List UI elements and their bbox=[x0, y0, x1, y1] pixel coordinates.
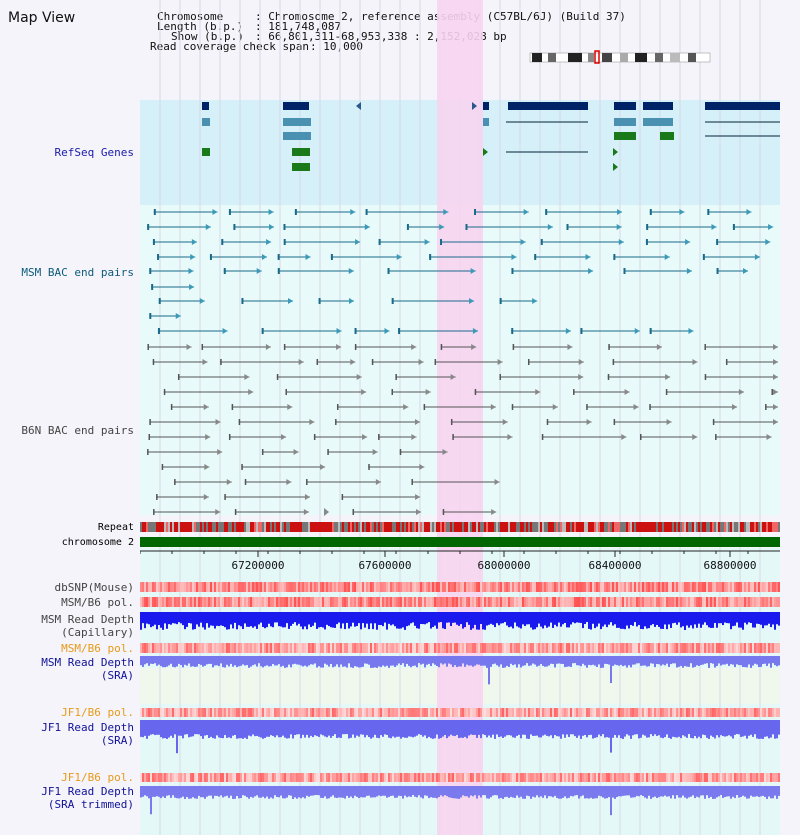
selection-highlight bbox=[437, 0, 483, 835]
msm-depth-capillary-label[interactable]: MSM Read Depth (Capillary) bbox=[41, 613, 134, 639]
genome-map-canvas[interactable]: 67200000 67600000 68000000 68400000 68800000 bbox=[140, 0, 800, 835]
jf1-depth-trimmed-label[interactable]: JF1 Read Depth (SRA trimmed) bbox=[41, 785, 134, 811]
grid-lines bbox=[159, 0, 761, 835]
chromosome-info-label: Chromosome bbox=[157, 10, 224, 23]
length-info-label: Length (b.p.) bbox=[157, 20, 244, 33]
repeat-track bbox=[140, 522, 780, 532]
jf1-b6-pol2-label[interactable]: JF1/B6 pol. bbox=[61, 771, 134, 784]
b6n-bac-features bbox=[147, 344, 778, 516]
msm-b6-pol-label[interactable]: MSM/B6 pol. bbox=[61, 596, 134, 609]
length-info-value: : 181,748,087 bbox=[255, 20, 342, 33]
axis-tick-label: 67600000 bbox=[359, 559, 412, 572]
coverage-info-label: Read coverage check span bbox=[150, 40, 309, 53]
chromosome-2-bar bbox=[140, 537, 780, 547]
show-info-label: Show (b.p.) bbox=[171, 30, 244, 43]
refseq-genes-label[interactable]: RefSeq Genes bbox=[54, 146, 134, 159]
refseq-gene-features bbox=[202, 102, 780, 171]
page-title: Map View bbox=[8, 10, 76, 26]
chromosome-ideogram bbox=[529, 50, 711, 64]
axis-tick-label: 68400000 bbox=[589, 559, 642, 572]
jf1-depth-sra-label[interactable]: JF1 Read Depth (SRA) bbox=[41, 721, 134, 747]
msm-b6-pol2-label[interactable]: MSM/B6 pol. bbox=[61, 642, 134, 655]
polymorphism-strips bbox=[140, 582, 780, 782]
coverage-info-value: : 10,000 bbox=[310, 40, 363, 53]
chromosome-track-label: chromosome 2 bbox=[61, 537, 134, 548]
msm-bac-label[interactable]: MSM BAC end pairs bbox=[21, 266, 134, 279]
read-depth-tracks bbox=[140, 612, 780, 816]
msm-bac-features bbox=[147, 209, 774, 334]
b6n-bac-label[interactable]: B6N BAC end pairs bbox=[21, 424, 134, 437]
jf1-b6-pol-label[interactable]: JF1/B6 pol. bbox=[61, 706, 134, 719]
repeat-label: Repeat bbox=[97, 522, 134, 533]
msm-depth-sra-label[interactable]: MSM Read Depth (SRA) bbox=[41, 656, 134, 682]
axis-tick-label: 68800000 bbox=[704, 559, 757, 572]
dbsnp-label[interactable]: dbSNP(Mouse) bbox=[54, 581, 134, 594]
axis-ticks: 67200000 67600000 68000000 68400000 68800000 bbox=[140, 551, 756, 572]
axis-tick-label: 67200000 bbox=[232, 559, 285, 572]
axis-tick-label: 68000000 bbox=[478, 559, 531, 572]
